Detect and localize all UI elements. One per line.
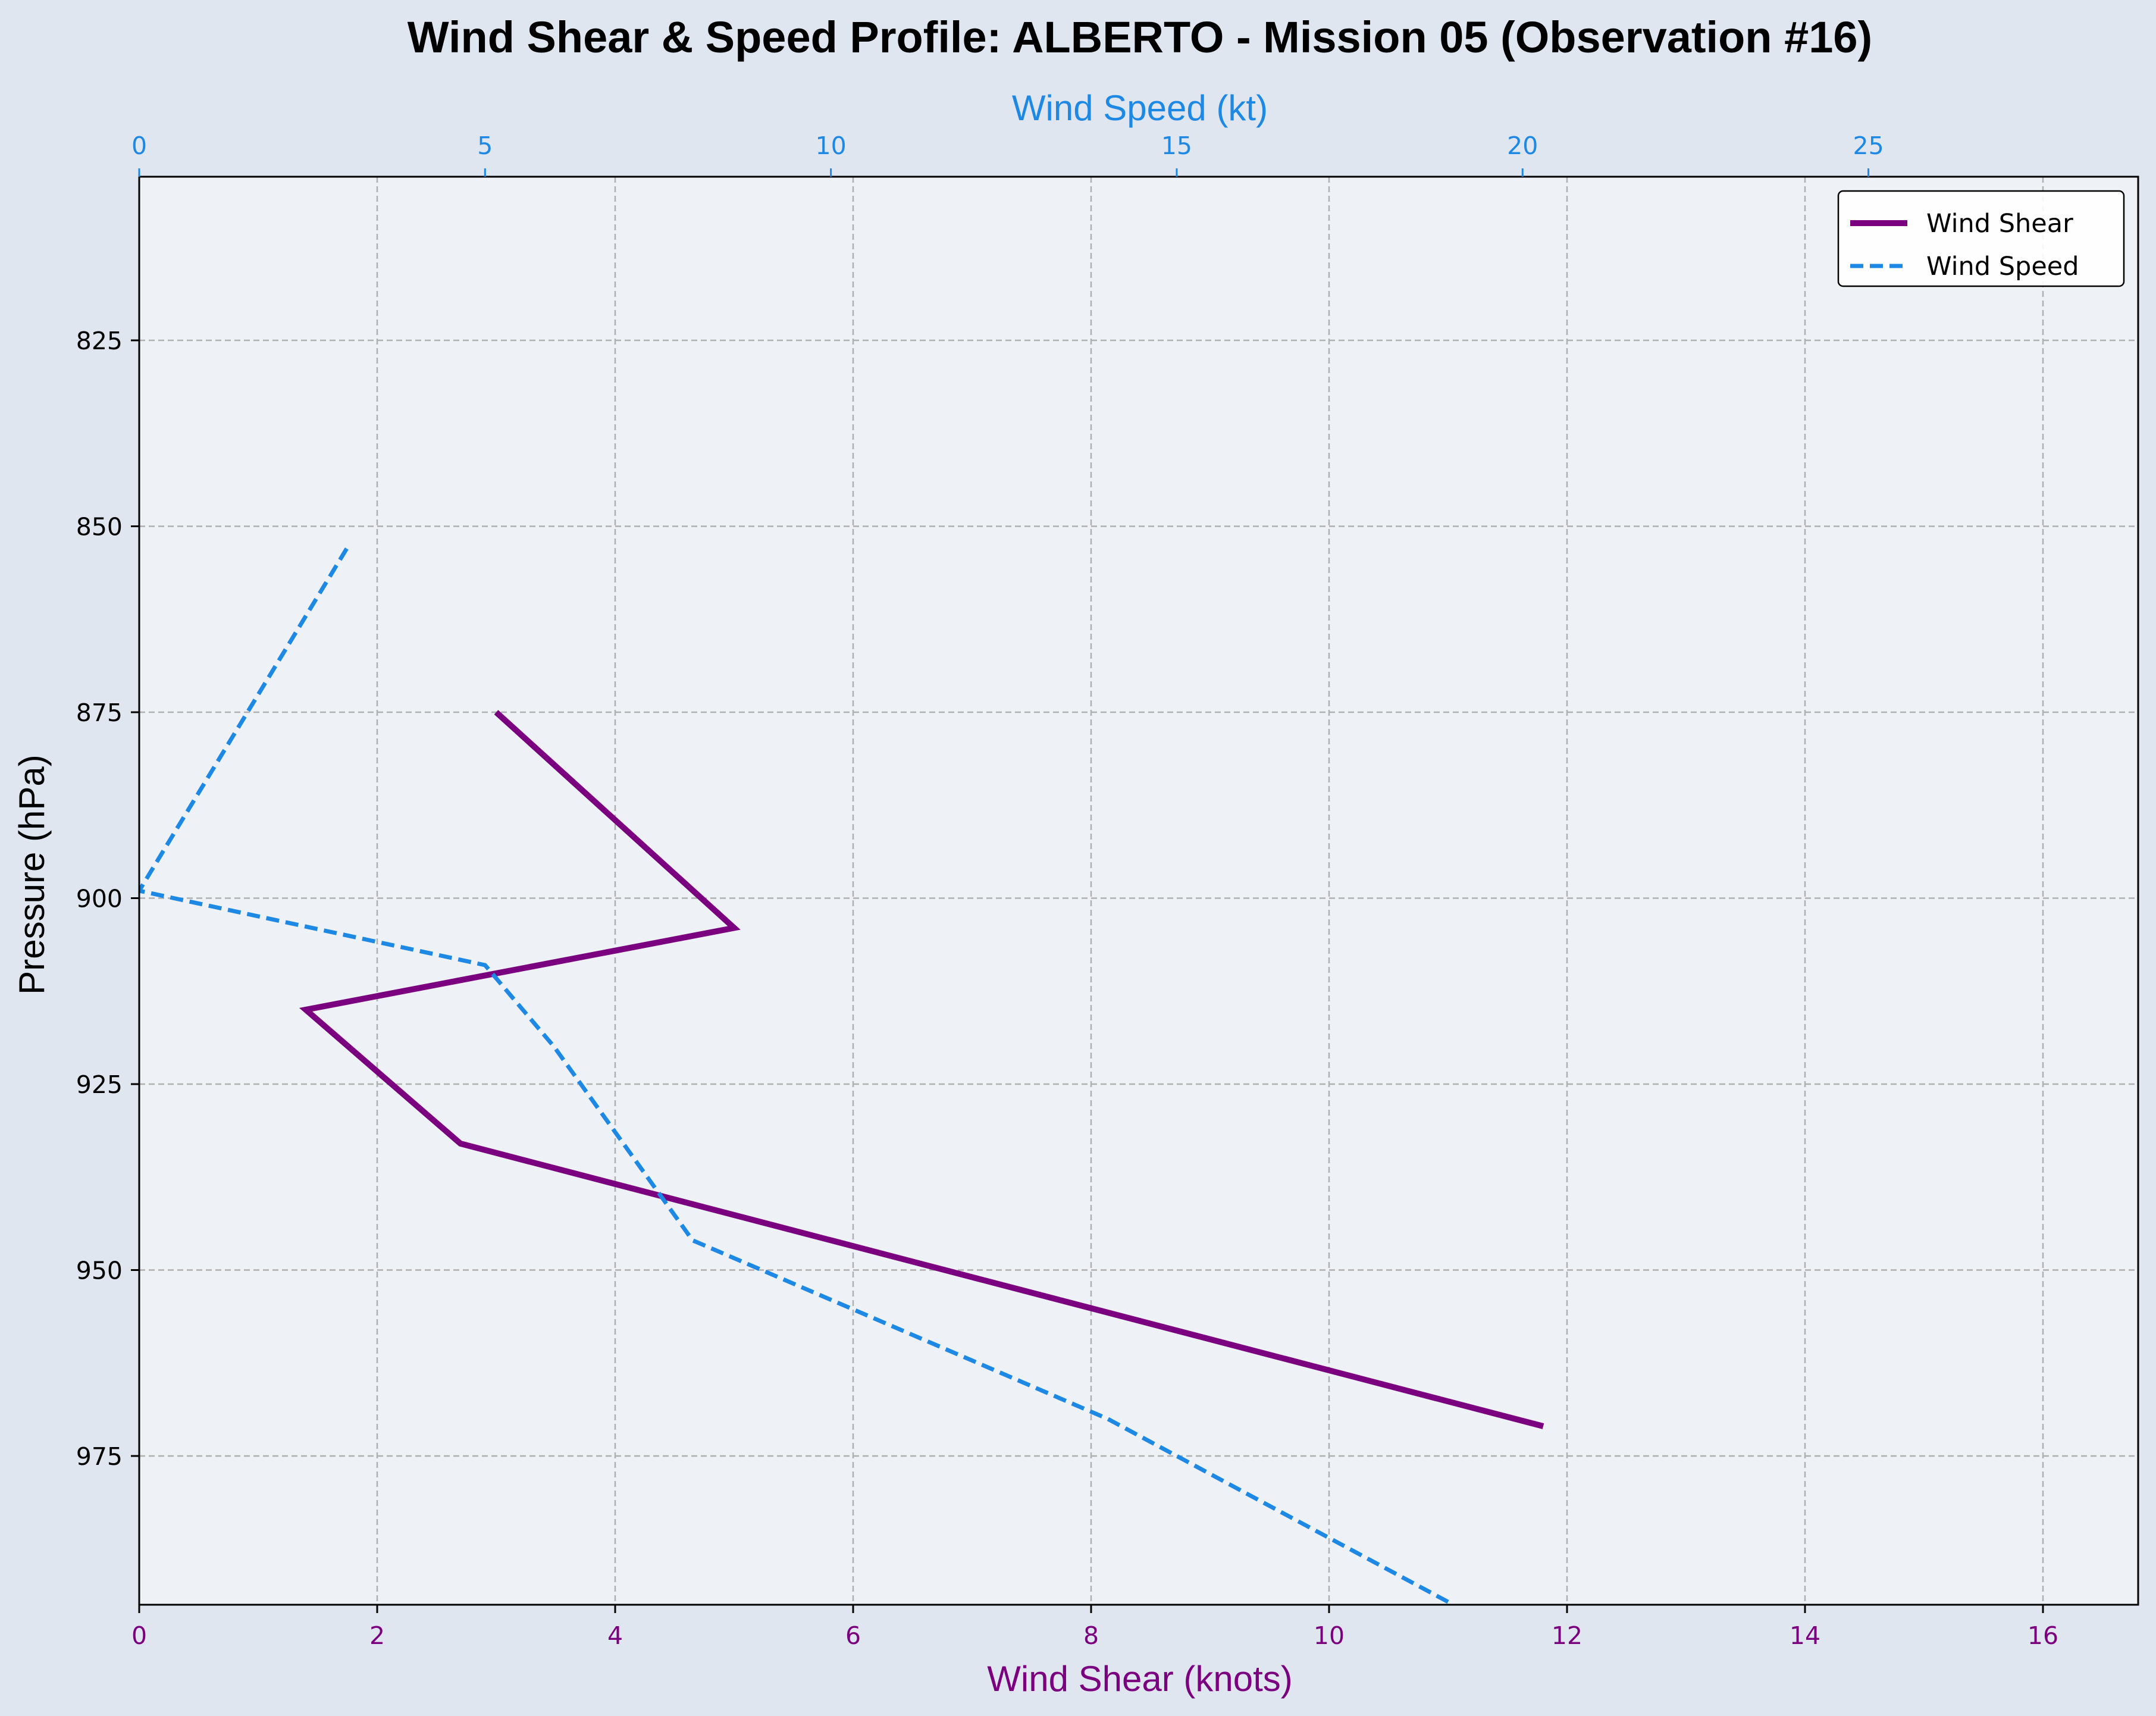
- x-top-tick-label: 10: [816, 131, 847, 160]
- legend-box: [1837, 190, 2125, 287]
- x-bottom-tick-label: 6: [845, 1621, 861, 1650]
- x-bottom-tick-label: 14: [1790, 1621, 1820, 1650]
- x-top-tick-label: 5: [477, 131, 493, 160]
- chart-title: Wind Shear & Speed Profile: ALBERTO - Mi…: [408, 12, 1872, 62]
- x-axis-label-top: Wind Speed (kt): [1012, 88, 1268, 128]
- axis-ticks: 0 2 4 6 8 10 12 14 16 0 5 10 15 20 25 825 850 875 900 925 95…: [76, 131, 2058, 1650]
- plot-frame: [138, 176, 2139, 1606]
- y-tick-label: 975: [76, 1442, 123, 1471]
- legend-label: Wind Shear: [1926, 209, 2073, 239]
- series-lines: [139, 547, 1544, 1605]
- y-tick-label: 925: [76, 1070, 123, 1099]
- x-top-tick-label: 0: [131, 131, 147, 160]
- x-bottom-tick-label: 0: [131, 1621, 147, 1650]
- x-top-tick-label: 20: [1507, 131, 1538, 160]
- y-tick-label: 900: [76, 885, 123, 913]
- x-bottom-tick-label: 4: [607, 1621, 623, 1650]
- legend: Wind Shear Wind Speed: [1837, 190, 2125, 287]
- y-tick-label: 825: [76, 327, 123, 355]
- x-axis-label-bottom: Wind Shear (knots): [987, 1659, 1293, 1699]
- y-tick-label: 875: [76, 699, 123, 727]
- legend-label: Wind Speed: [1926, 252, 2079, 281]
- x-bottom-tick-label: 16: [2027, 1621, 2058, 1650]
- plot-area: [139, 177, 2138, 1605]
- x-top-tick-label: 15: [1161, 131, 1192, 160]
- y-tick-label: 850: [76, 513, 123, 541]
- x-top-tick-label: 25: [1853, 131, 1884, 160]
- y-tick-label: 950: [76, 1257, 123, 1285]
- wind-speed-line: [139, 547, 1455, 1605]
- y-axis-label: Pressure (hPa): [12, 754, 52, 994]
- x-bottom-tick-label: 10: [1314, 1621, 1345, 1650]
- grid-lines: [139, 177, 2138, 1605]
- wind-shear-line: [299, 710, 1544, 1429]
- x-bottom-tick-label: 8: [1083, 1621, 1099, 1650]
- x-bottom-tick-label: 12: [1552, 1621, 1582, 1650]
- x-bottom-tick-label: 2: [369, 1621, 385, 1650]
